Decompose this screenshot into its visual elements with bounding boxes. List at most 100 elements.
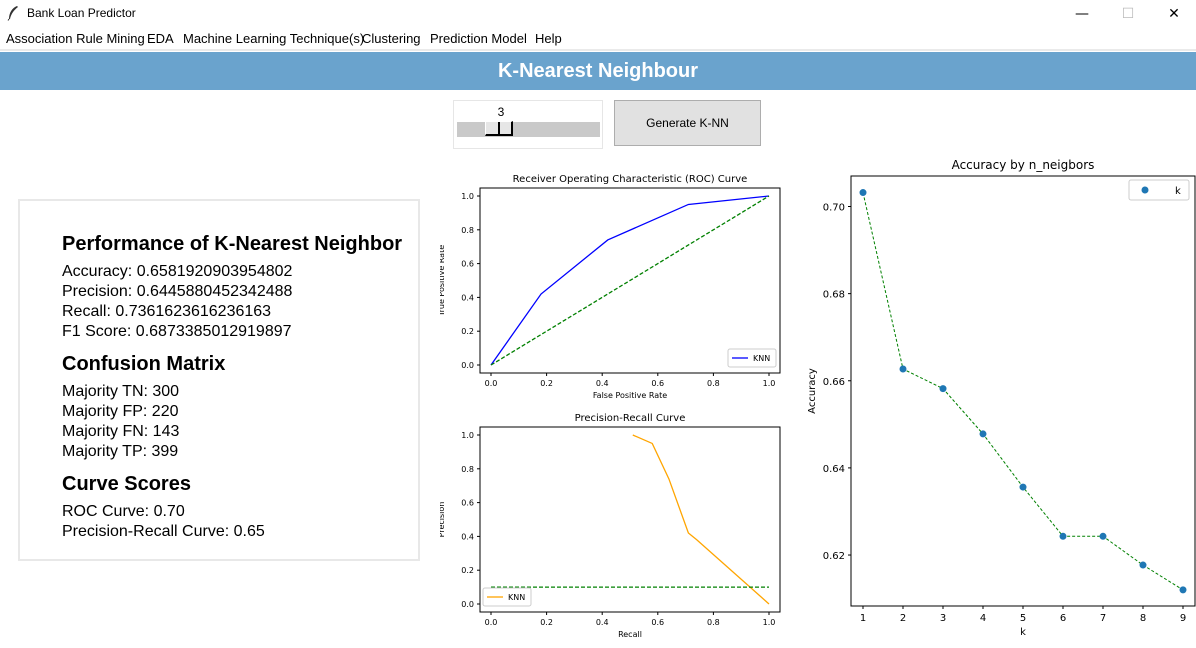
y-tick-label: 1.0 [461, 192, 474, 201]
y-tick-label: 1.0 [461, 431, 474, 440]
x-tick-label: 0.8 [707, 618, 720, 627]
minimize-icon: — [1075, 6, 1089, 22]
minimize-button[interactable]: — [1059, 0, 1105, 28]
y-tick-label: 0.64 [823, 464, 845, 475]
chart-title: Precision-Recall Curve [575, 413, 686, 424]
x-tick-label: 2 [900, 613, 906, 624]
x-tick-label: 5 [1020, 613, 1026, 624]
x-axis-label: Recall [618, 630, 642, 639]
accuracy-point [1099, 532, 1107, 540]
x-tick-label: 0.6 [651, 618, 664, 627]
y-axis-label: True Positive Rate [440, 245, 446, 317]
x-tick-label: 0.2 [540, 379, 553, 388]
menu-ml-techniques[interactable]: Machine Learning Technique(s) [183, 31, 365, 46]
x-tick-label: 0.2 [540, 618, 553, 627]
fp-text: Majority FP: 220 [62, 403, 179, 420]
confusion-heading: Confusion Matrix [62, 353, 226, 375]
legend-box [482, 587, 532, 607]
y-axis-label: Accuracy [807, 368, 818, 414]
baseline-line [490, 195, 770, 366]
y-tick-label: 0.70 [823, 202, 845, 213]
recall-text: Recall: 0.7361623616236163 [62, 303, 272, 320]
x-tick-label: 0.0 [485, 379, 498, 388]
x-tick-label: 0.6 [651, 379, 664, 388]
plot-frame [479, 187, 781, 374]
curve-scores-heading: Curve Scores [62, 473, 191, 495]
accuracy-point [899, 365, 907, 373]
close-button[interactable]: ✕ [1151, 0, 1196, 28]
accuracy-text: Accuracy: 0.6581920903954802 [62, 263, 293, 280]
precision-text: Precision: 0.6445880452342488 [62, 283, 293, 300]
performance-panel: Performance of K-Nearest Neighbor Accura… [18, 199, 420, 561]
menu-eda[interactable]: EDA [147, 31, 174, 46]
menu-bar: Association Rule Mining EDA Machine Lear… [0, 29, 1196, 49]
x-tick-label: 1 [860, 613, 866, 624]
feather-icon [7, 6, 18, 21]
legend-marker [1141, 186, 1149, 194]
menu-clustering[interactable]: Clustering [362, 31, 421, 46]
x-axis-label: False Positive Rate [593, 391, 667, 400]
y-tick-label: 0.0 [461, 600, 474, 609]
chart-title: Accuracy by n_neigbors [952, 158, 1095, 172]
page-title-banner: K-Nearest Neighbour [0, 52, 1196, 90]
accuracy-point [1179, 586, 1187, 594]
accuracy-chart: Accuracy by n_neigbors 1 2 3 4 5 6 7 8 9 0.62 0.64 0… [807, 158, 1196, 638]
x-tick-label: 4 [980, 613, 986, 624]
plot-frame [479, 426, 781, 613]
y-tick-label: 0.4 [461, 532, 474, 541]
y-tick-label: 0.8 [461, 465, 474, 474]
legend-box [727, 348, 777, 368]
legend-box [1128, 179, 1190, 201]
tn-text: Majority TN: 300 [62, 383, 180, 400]
k-slider-track[interactable] [457, 122, 600, 137]
x-tick-label: 3 [940, 613, 946, 624]
menu-association-rule-mining[interactable]: Association Rule Mining [6, 31, 145, 46]
pr-score-text: Precision-Recall Curve: 0.65 [62, 523, 265, 540]
x-tick-label: 8 [1140, 613, 1146, 624]
y-tick-label: 0.6 [461, 260, 474, 269]
generate-knn-button[interactable]: Generate K-NN [614, 100, 761, 146]
x-tick-label: 7 [1100, 613, 1106, 624]
roc-chart: Receiver Operating Characteristic (ROC) … [440, 174, 781, 400]
x-tick-label: 9 [1180, 613, 1186, 624]
maximize-icon: ☐ [1121, 6, 1135, 22]
fn-text: Majority FN: 143 [62, 423, 180, 440]
accuracy-point [859, 189, 867, 197]
accuracy-trend-line [862, 192, 1184, 591]
legend-label: k [1175, 186, 1181, 197]
y-tick-label: 0.2 [461, 566, 474, 575]
y-tick-label: 0.8 [461, 226, 474, 235]
chart-title: Receiver Operating Characteristic (ROC) … [513, 174, 748, 185]
k-slider-value: 3 [497, 105, 505, 119]
x-tick-label: 0.4 [596, 379, 609, 388]
accuracy-point [1059, 532, 1067, 540]
y-tick-label: 0.2 [461, 327, 474, 336]
series-line-knn [490, 195, 770, 366]
y-tick-label: 0.68 [823, 290, 845, 301]
f1-text: F1 Score: 0.6873385012919897 [62, 323, 292, 340]
window-title: Bank Loan Predictor [27, 6, 136, 20]
x-tick-label: 1.0 [763, 379, 776, 388]
page-title: K-Nearest Neighbour [497, 59, 699, 82]
y-tick-label: 0.6 [461, 499, 474, 508]
pr-chart: Precision-Recall Curve 0.0 0.0 0.2 0.2 0.4 0.4… [440, 413, 781, 639]
plot-frame [850, 175, 1196, 607]
menu-prediction-model[interactable]: Prediction Model [430, 31, 527, 46]
y-axis-label: Precision [440, 502, 446, 538]
accuracy-point [1019, 483, 1027, 491]
maximize-button[interactable]: ☐ [1105, 0, 1151, 28]
accuracy-point [939, 385, 947, 393]
accuracy-point [979, 430, 987, 438]
performance-heading: Performance of K-Nearest Neighbor [62, 233, 403, 255]
close-icon: ✕ [1168, 6, 1180, 22]
x-axis-label: k [1020, 627, 1026, 638]
title-bar: Bank Loan Predictor — ☐ ✕ [0, 0, 1196, 28]
series-line-knn [632, 434, 770, 605]
k-slider-handle[interactable] [485, 121, 513, 136]
menu-help[interactable]: Help [535, 31, 562, 46]
x-tick-label: 6 [1060, 613, 1066, 624]
roc-score-text: ROC Curve: 0.70 [62, 503, 185, 520]
y-tick-label: 0.62 [823, 551, 845, 562]
legend-label: KNN [508, 593, 525, 602]
accuracy-point [1139, 561, 1147, 569]
